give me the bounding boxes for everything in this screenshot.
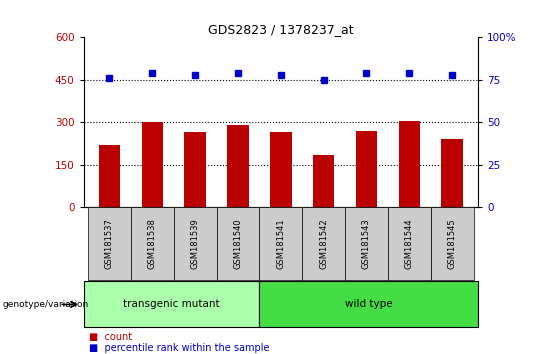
Text: GSM181545: GSM181545 <box>448 218 457 269</box>
Text: GSM181541: GSM181541 <box>276 218 285 269</box>
Bar <box>99 145 120 207</box>
Text: wild type: wild type <box>345 299 392 309</box>
Text: transgenic mutant: transgenic mutant <box>123 299 220 309</box>
Text: GSM181540: GSM181540 <box>233 218 242 269</box>
Bar <box>313 155 334 207</box>
Bar <box>141 122 163 207</box>
Bar <box>270 132 292 207</box>
Bar <box>345 207 388 280</box>
Text: GSM181538: GSM181538 <box>148 218 157 269</box>
Bar <box>131 207 174 280</box>
Bar <box>356 131 377 207</box>
Bar <box>442 139 463 207</box>
Text: GSM181537: GSM181537 <box>105 218 114 269</box>
Bar <box>84 281 259 327</box>
Text: GSM181539: GSM181539 <box>191 218 200 269</box>
Bar <box>217 207 259 280</box>
Text: GSM181543: GSM181543 <box>362 218 371 269</box>
Text: ■  count: ■ count <box>89 332 132 342</box>
Text: genotype/variation: genotype/variation <box>3 300 89 309</box>
Bar <box>184 132 206 207</box>
Text: GSM181544: GSM181544 <box>405 218 414 269</box>
Bar <box>302 207 345 280</box>
Bar <box>259 207 302 280</box>
Bar <box>399 121 420 207</box>
Text: ■  percentile rank within the sample: ■ percentile rank within the sample <box>89 343 269 353</box>
Bar <box>431 207 474 280</box>
Text: GSM181542: GSM181542 <box>319 218 328 269</box>
Bar <box>88 207 131 280</box>
Bar <box>227 125 248 207</box>
Bar <box>174 207 217 280</box>
Bar <box>388 207 431 280</box>
Bar <box>259 281 478 327</box>
Title: GDS2823 / 1378237_at: GDS2823 / 1378237_at <box>208 23 354 36</box>
